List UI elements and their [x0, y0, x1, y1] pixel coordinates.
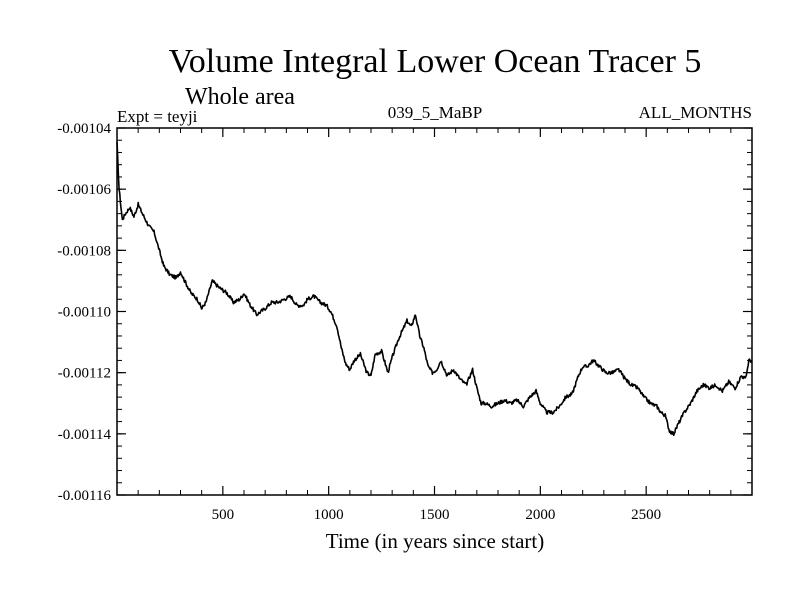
x-tick-label: 1500 — [420, 507, 450, 523]
y-tick-label: -0.00104 — [57, 121, 111, 137]
y-tick-label: -0.00110 — [58, 305, 111, 321]
plot-frame — [116, 127, 753, 496]
x-axis: 500 1000 1500 2000 2500 — [137, 128, 732, 523]
chart-subtitle: Whole area — [185, 84, 295, 110]
x-axis-label: Time (in years since start) — [326, 529, 545, 553]
period-label: 039_5_MaBP — [388, 103, 482, 122]
y-tick-label: -0.00106 — [57, 182, 111, 198]
experiment-label: Expt = teyji — [117, 107, 198, 126]
x-tick-label: 500 — [212, 507, 235, 523]
series-line — [116, 141, 753, 437]
y-tick-label: -0.00114 — [58, 427, 112, 443]
y-tick-label: -0.00108 — [57, 243, 111, 259]
y-axis: -0.00104 -0.00106 -0.00108 -0.00110 -0.00112… — [57, 121, 752, 504]
x-tick-label: 2000 — [525, 507, 555, 523]
y-tick-label: -0.00112 — [58, 366, 111, 382]
x-tick-label: 2500 — [631, 507, 661, 523]
x-tick-label: 1000 — [314, 507, 344, 523]
months-label: ALL_MONTHS — [639, 103, 752, 122]
chart-title: Volume Integral Lower Ocean Tracer 5 — [169, 43, 702, 80]
y-tick-label: -0.00116 — [58, 488, 112, 504]
